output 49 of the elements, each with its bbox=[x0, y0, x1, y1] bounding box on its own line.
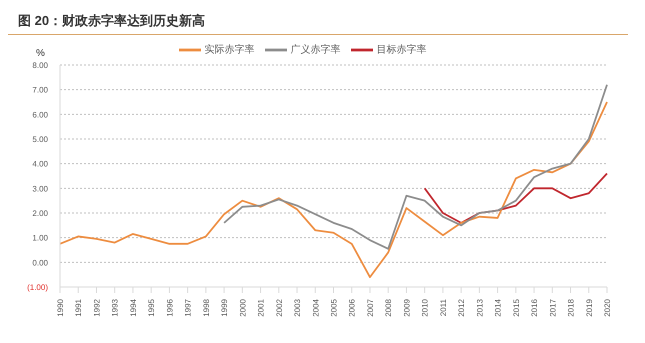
x-tick-label: 1998 bbox=[202, 298, 211, 317]
x-tick-label: 2009 bbox=[402, 298, 412, 317]
x-tick-label: 2015 bbox=[512, 298, 521, 317]
x-tick-label: 1993 bbox=[110, 298, 120, 317]
x-tick-label: 1994 bbox=[128, 298, 138, 317]
x-tick-label: 2017 bbox=[548, 298, 558, 317]
y-tick-label: 1.00 bbox=[32, 234, 49, 243]
x-tick-label: 2011 bbox=[438, 298, 448, 316]
x-tick-label: 1999 bbox=[220, 298, 230, 317]
x-tick-label: 1990 bbox=[56, 298, 65, 317]
x-tick-label: 2018 bbox=[566, 298, 576, 317]
x-tick-label: 2004 bbox=[311, 298, 320, 317]
x-tick-label: 1996 bbox=[165, 298, 174, 317]
x-tick-label: 2014 bbox=[494, 298, 503, 317]
y-tick-label: 8.00 bbox=[32, 61, 49, 70]
y-tick-label: 4.00 bbox=[32, 160, 49, 169]
x-tick-label: 2003 bbox=[293, 298, 302, 317]
x-tick-label: 2020 bbox=[603, 298, 612, 317]
x-tick-label: 1992 bbox=[92, 298, 102, 317]
y-tick-label: 7.00 bbox=[32, 86, 49, 95]
chart-title: 图 20：财政赤字率达到历史新高 bbox=[8, 8, 628, 35]
x-tick-label: 2019 bbox=[584, 298, 594, 317]
x-tick-label: 2012 bbox=[457, 298, 466, 317]
y-tick-label: (1.00) bbox=[27, 283, 48, 292]
y-tick-label: 0.00 bbox=[32, 258, 49, 268]
x-tick-label: 1995 bbox=[147, 298, 156, 317]
x-tick-label: 2006 bbox=[348, 298, 357, 317]
legend-label: 广义赤字率 bbox=[290, 44, 340, 56]
x-tick-label: 2000 bbox=[238, 298, 248, 317]
y-axis-title: % bbox=[36, 48, 45, 59]
line-series bbox=[424, 172, 608, 224]
y-tick-label: 3.00 bbox=[32, 184, 49, 194]
x-tick-label: 2013 bbox=[475, 298, 484, 317]
line-series bbox=[59, 101, 608, 278]
x-tick-label: 2010 bbox=[420, 298, 430, 317]
legend-label: 目标赤字率 bbox=[376, 44, 426, 56]
x-tick-label: 2007 bbox=[366, 298, 375, 317]
x-tick-label: 1997 bbox=[184, 298, 193, 317]
x-tick-label: 2016 bbox=[530, 298, 540, 317]
y-tick-label: 2.00 bbox=[32, 209, 49, 218]
x-tick-label: 2008 bbox=[384, 298, 394, 317]
legend-label: 实际赤字率 bbox=[204, 44, 254, 56]
x-tick-label: 2001 bbox=[256, 298, 266, 317]
x-tick-label: 1991 bbox=[74, 298, 84, 317]
line-series bbox=[223, 84, 608, 250]
x-tick-label: 2002 bbox=[274, 298, 284, 317]
y-tick-label: 5.00 bbox=[32, 135, 49, 144]
y-tick-label: 6.00 bbox=[32, 110, 49, 120]
x-tick-label: 2005 bbox=[330, 298, 338, 317]
